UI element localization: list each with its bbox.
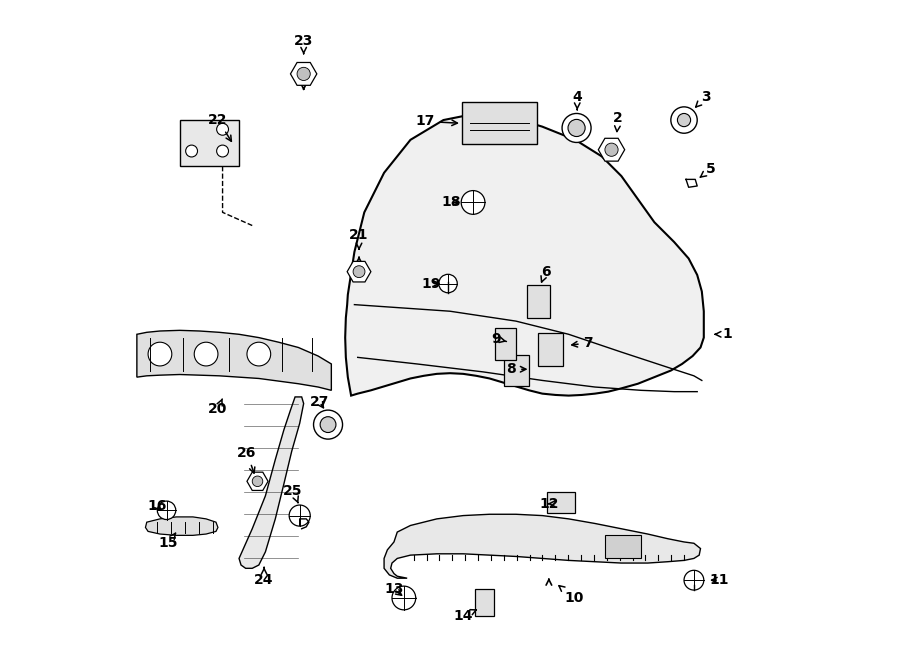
Circle shape — [568, 119, 585, 136]
Circle shape — [461, 191, 485, 214]
FancyBboxPatch shape — [180, 120, 239, 166]
Circle shape — [353, 265, 365, 277]
Text: 9: 9 — [491, 332, 507, 346]
Text: 18: 18 — [442, 195, 461, 209]
Circle shape — [320, 416, 336, 432]
Bar — [495, 328, 516, 360]
Circle shape — [605, 143, 618, 156]
Text: 15: 15 — [158, 533, 177, 550]
Text: 16: 16 — [147, 498, 166, 512]
PathPatch shape — [239, 397, 303, 568]
Text: 19: 19 — [422, 277, 441, 291]
Text: 24: 24 — [255, 567, 274, 587]
Text: 6: 6 — [541, 265, 551, 282]
Text: 14: 14 — [454, 609, 476, 623]
Text: 10: 10 — [559, 586, 583, 605]
Circle shape — [684, 570, 704, 590]
Circle shape — [289, 505, 310, 526]
Circle shape — [158, 501, 176, 520]
Text: 7: 7 — [572, 336, 593, 350]
Bar — [605, 536, 641, 559]
Circle shape — [194, 342, 218, 366]
Text: 26: 26 — [238, 446, 256, 473]
Circle shape — [217, 145, 229, 157]
Bar — [504, 355, 529, 387]
Text: 22: 22 — [208, 113, 231, 141]
PathPatch shape — [146, 517, 218, 536]
Text: 11: 11 — [709, 573, 729, 587]
Text: 3: 3 — [696, 90, 711, 107]
Text: 5: 5 — [700, 162, 716, 177]
Circle shape — [247, 342, 271, 366]
Polygon shape — [247, 472, 268, 491]
Text: 1: 1 — [716, 327, 732, 342]
Text: 12: 12 — [539, 496, 559, 510]
Circle shape — [439, 274, 457, 293]
Circle shape — [185, 145, 197, 157]
Polygon shape — [291, 62, 317, 85]
Circle shape — [670, 107, 698, 133]
Bar — [526, 285, 550, 318]
Text: 2: 2 — [613, 111, 623, 132]
FancyBboxPatch shape — [462, 102, 537, 144]
PathPatch shape — [346, 113, 704, 396]
Circle shape — [313, 410, 343, 439]
Text: 25: 25 — [284, 483, 303, 503]
Text: 23: 23 — [294, 34, 313, 54]
Circle shape — [217, 123, 229, 135]
Circle shape — [392, 586, 416, 610]
Bar — [475, 589, 493, 616]
Bar — [538, 333, 563, 366]
Circle shape — [252, 476, 263, 487]
Polygon shape — [347, 261, 371, 282]
Polygon shape — [598, 138, 625, 161]
Circle shape — [678, 113, 690, 126]
Circle shape — [148, 342, 172, 366]
Text: 13: 13 — [384, 583, 404, 596]
PathPatch shape — [137, 330, 331, 391]
Text: 4: 4 — [572, 90, 582, 110]
Circle shape — [297, 68, 310, 81]
Text: 17: 17 — [415, 115, 457, 128]
Text: 20: 20 — [208, 399, 228, 416]
Text: 21: 21 — [349, 228, 369, 249]
Text: 8: 8 — [507, 362, 526, 376]
Text: 27: 27 — [310, 395, 329, 409]
PathPatch shape — [384, 514, 700, 578]
Bar — [547, 492, 574, 513]
Circle shape — [562, 113, 591, 142]
